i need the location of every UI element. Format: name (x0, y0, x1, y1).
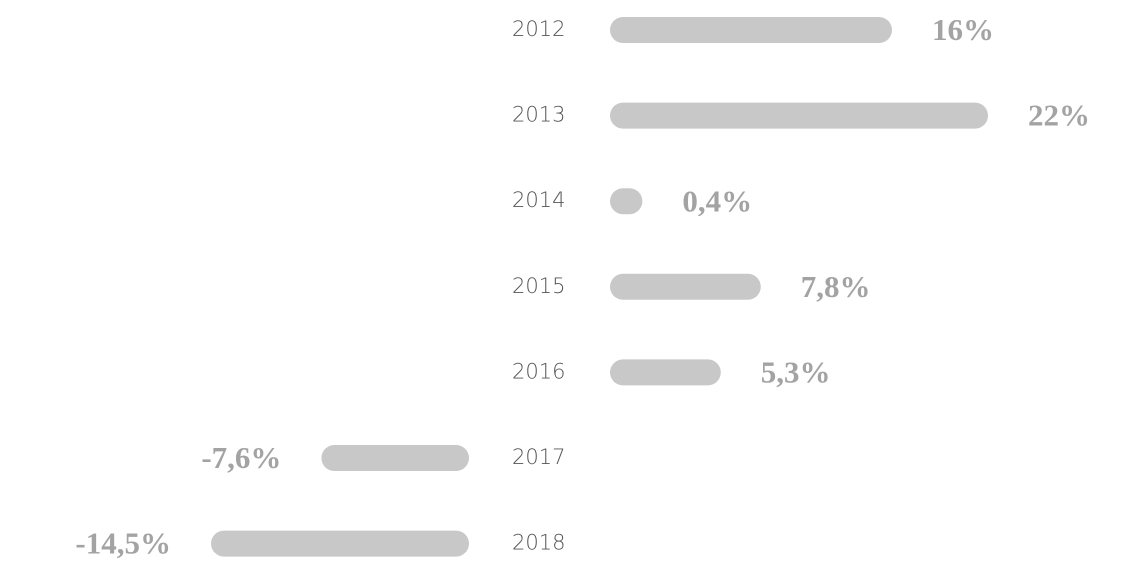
bar (610, 102, 988, 129)
year-label: 2016 (512, 359, 565, 383)
value-label: 7,8% (801, 269, 871, 304)
year-label: 2012 (512, 17, 565, 41)
value-label: 22% (1028, 98, 1090, 133)
bar (321, 445, 469, 471)
bar (610, 359, 721, 386)
value-label: 5,3% (761, 355, 831, 390)
bar (610, 188, 643, 215)
year-label: 2017 (512, 445, 565, 469)
bar (211, 530, 469, 557)
bar (610, 273, 761, 300)
value-label: -14,5% (75, 526, 171, 561)
year-label: 2015 (512, 274, 565, 298)
value-label: 16% (932, 12, 994, 47)
year-label: 2018 (512, 531, 565, 555)
value-label: 0,4% (682, 183, 752, 218)
year-label: 2013 (512, 103, 565, 127)
bar (610, 17, 892, 43)
year-label: 2014 (512, 188, 565, 212)
value-label: -7,6% (201, 440, 281, 475)
